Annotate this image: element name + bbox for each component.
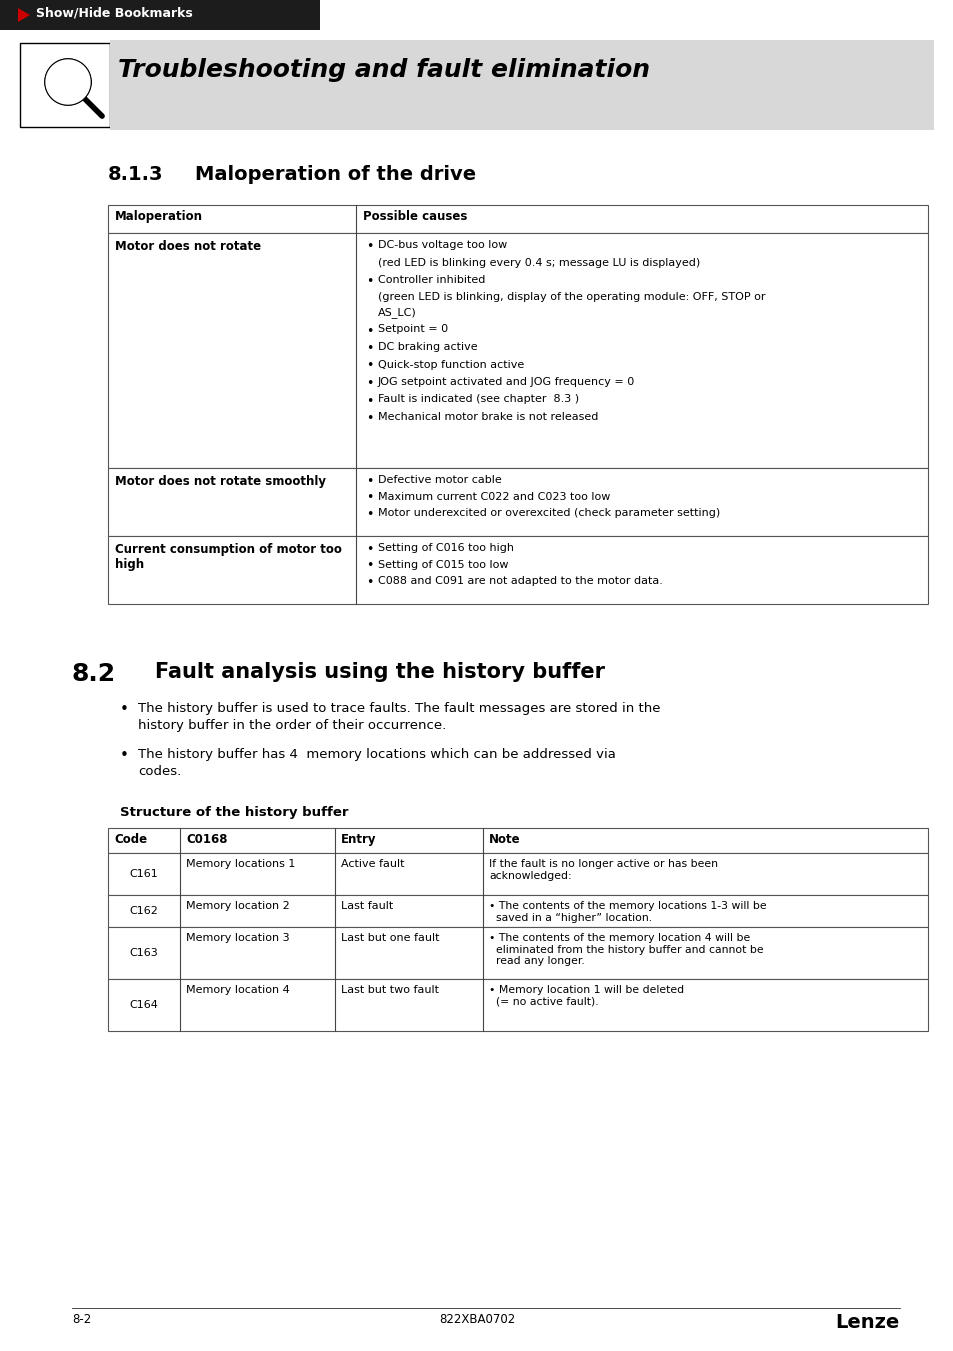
Text: (red LED is blinking every 0.4 s; message LU is displayed): (red LED is blinking every 0.4 s; messag… [377, 258, 700, 267]
Bar [108, 232, 927, 467]
Bar [0, 0, 319, 30]
Bar [108, 536, 927, 604]
Text: 8.2: 8.2 [71, 662, 116, 686]
Text: Troubleshooting and fault elimination: Troubleshooting and fault elimination [118, 58, 649, 82]
Text: (green LED is blinking, display of the operating module: OFF, STOP or: (green LED is blinking, display of the o… [377, 293, 764, 303]
Text: Setting of C016 too high: Setting of C016 too high [377, 543, 514, 553]
Text: C0168: C0168 [186, 834, 227, 846]
Text: DC-bus voltage too low: DC-bus voltage too low [377, 240, 507, 250]
Text: The history buffer has 4  memory locations which can be addressed via: The history buffer has 4 memory location… [138, 748, 616, 761]
Text: Possible causes: Possible causes [363, 209, 467, 223]
Text: Last but two fault: Last but two fault [340, 985, 438, 994]
Text: codes.: codes. [138, 765, 181, 778]
Text: Code: Code [113, 834, 147, 846]
Text: 8.1.3: 8.1.3 [108, 165, 163, 184]
Text: C162: C162 [130, 907, 158, 916]
Text: Fault is indicated (see chapter  8.3 ): Fault is indicated (see chapter 8.3 ) [377, 394, 578, 404]
Text: Note: Note [489, 834, 520, 846]
Text: DC braking active: DC braking active [377, 342, 477, 353]
Text: Show/Hide Bookmarks: Show/Hide Bookmarks [36, 5, 193, 19]
Text: JOG setpoint activated and JOG frequency = 0: JOG setpoint activated and JOG frequency… [377, 377, 635, 386]
Text: • Memory location 1 will be deleted
  (= no active fault).: • Memory location 1 will be deleted (= n… [489, 985, 683, 1006]
Text: Lenze: Lenze [835, 1313, 899, 1332]
Text: Controller inhibited: Controller inhibited [377, 276, 485, 285]
Text: •: • [366, 543, 373, 557]
Text: C164: C164 [130, 1000, 158, 1011]
Text: C163: C163 [130, 948, 158, 958]
Text: Last but one fault: Last but one fault [340, 934, 439, 943]
Text: Maloperation of the drive: Maloperation of the drive [194, 165, 476, 184]
Text: •: • [120, 703, 129, 717]
Text: Structure of the history buffer: Structure of the history buffer [120, 807, 348, 819]
Text: •: • [366, 240, 373, 253]
Bar [108, 927, 927, 979]
Text: •: • [366, 576, 373, 589]
Text: •: • [366, 359, 373, 373]
Text: •: • [366, 492, 373, 504]
Text: 822XBA0702: 822XBA0702 [438, 1313, 515, 1325]
Text: •: • [366, 412, 373, 426]
Bar [108, 894, 927, 927]
Text: Memory location 2: Memory location 2 [186, 901, 290, 911]
Text: Motor underexcited or overexcited (check parameter setting): Motor underexcited or overexcited (check… [377, 508, 720, 517]
Text: Active fault: Active fault [340, 859, 404, 869]
Text: Memory location 4: Memory location 4 [186, 985, 290, 994]
Text: Maloperation: Maloperation [115, 209, 203, 223]
Text: Entry: Entry [340, 834, 376, 846]
Text: The history buffer is used to trace faults. The fault messages are stored in the: The history buffer is used to trace faul… [138, 703, 659, 715]
Text: •: • [120, 748, 129, 763]
Bar [108, 828, 927, 852]
Text: •: • [366, 377, 373, 390]
Text: Last fault: Last fault [340, 901, 393, 911]
Text: •: • [366, 559, 373, 573]
Text: Memory location 3: Memory location 3 [186, 934, 290, 943]
Text: Setpoint = 0: Setpoint = 0 [377, 324, 448, 335]
Bar [20, 43, 110, 127]
Text: 8-2: 8-2 [71, 1313, 91, 1325]
Text: C088 and C091 are not adapted to the motor data.: C088 and C091 are not adapted to the mot… [377, 576, 662, 586]
Text: Current consumption of motor too
high: Current consumption of motor too high [115, 543, 341, 571]
Text: • The contents of the memory location 4 will be
  eliminated from the history bu: • The contents of the memory location 4 … [489, 934, 762, 966]
Text: Memory locations 1: Memory locations 1 [186, 859, 295, 869]
Text: • The contents of the memory locations 1-3 will be
  saved in a “higher” locatio: • The contents of the memory locations 1… [489, 901, 766, 923]
Bar [108, 979, 927, 1031]
Text: AS_LC): AS_LC) [377, 307, 416, 317]
Bar [110, 41, 933, 130]
Text: •: • [366, 324, 373, 338]
Text: Defective motor cable: Defective motor cable [377, 476, 501, 485]
Text: Quick-stop function active: Quick-stop function active [377, 359, 524, 370]
Text: Maximum current C022 and C023 too low: Maximum current C022 and C023 too low [377, 492, 610, 501]
Text: If the fault is no longer active or has been
acknowledged:: If the fault is no longer active or has … [489, 859, 718, 881]
Text: •: • [366, 394, 373, 408]
Text: •: • [366, 508, 373, 521]
Bar [108, 467, 927, 536]
Text: •: • [366, 276, 373, 288]
Text: •: • [366, 342, 373, 355]
Text: Motor does not rotate: Motor does not rotate [115, 240, 261, 253]
Text: •: • [366, 476, 373, 488]
Polygon shape [46, 59, 90, 104]
Text: Mechanical motor brake is not released: Mechanical motor brake is not released [377, 412, 598, 422]
Text: C161: C161 [130, 869, 158, 880]
Text: Fault analysis using the history buffer: Fault analysis using the history buffer [154, 662, 604, 682]
Polygon shape [18, 8, 30, 22]
Text: Motor does not rotate smoothly: Motor does not rotate smoothly [115, 476, 326, 488]
Text: history buffer in the order of their occurrence.: history buffer in the order of their occ… [138, 719, 446, 732]
Bar [108, 205, 927, 232]
Text: Setting of C015 too low: Setting of C015 too low [377, 559, 508, 570]
Bar [108, 852, 927, 894]
